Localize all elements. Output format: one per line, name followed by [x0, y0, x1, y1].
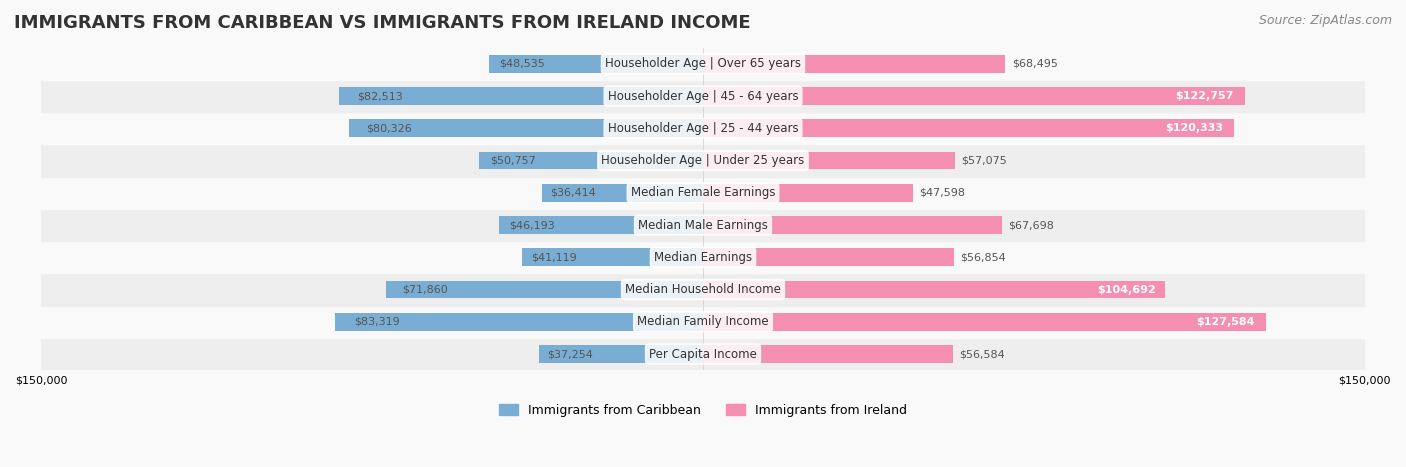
Text: $67,698: $67,698	[1008, 220, 1054, 230]
Bar	[703, 313, 1265, 331]
Text: Median Household Income: Median Household Income	[626, 283, 780, 296]
Text: $56,854: $56,854	[960, 252, 1007, 262]
Bar	[703, 248, 953, 266]
Text: $41,119: $41,119	[530, 252, 576, 262]
Bar	[41, 177, 1365, 209]
Bar	[339, 87, 703, 105]
Text: $48,535: $48,535	[499, 59, 546, 69]
Text: $68,495: $68,495	[1012, 59, 1057, 69]
Bar	[703, 152, 955, 170]
Text: $80,326: $80,326	[367, 123, 412, 133]
Text: $127,584: $127,584	[1197, 317, 1254, 327]
Bar	[703, 184, 912, 202]
Bar	[479, 152, 703, 170]
Bar	[703, 216, 1001, 234]
Text: $47,598: $47,598	[920, 188, 966, 198]
Text: $83,319: $83,319	[354, 317, 399, 327]
Text: $46,193: $46,193	[509, 220, 555, 230]
Bar	[703, 120, 1234, 137]
Bar	[41, 112, 1365, 144]
Text: Median Earnings: Median Earnings	[654, 251, 752, 264]
Text: Median Female Earnings: Median Female Earnings	[631, 186, 775, 199]
Bar	[336, 313, 703, 331]
Bar	[538, 345, 703, 363]
Legend: Immigrants from Caribbean, Immigrants from Ireland: Immigrants from Caribbean, Immigrants fr…	[495, 399, 911, 422]
Bar	[703, 87, 1244, 105]
Bar	[489, 55, 703, 73]
Text: Householder Age | Over 65 years: Householder Age | Over 65 years	[605, 57, 801, 71]
Text: $37,254: $37,254	[547, 349, 593, 359]
Bar	[349, 120, 703, 137]
Text: Householder Age | 45 - 64 years: Householder Age | 45 - 64 years	[607, 90, 799, 103]
Bar	[41, 306, 1365, 338]
Text: IMMIGRANTS FROM CARIBBEAN VS IMMIGRANTS FROM IRELAND INCOME: IMMIGRANTS FROM CARIBBEAN VS IMMIGRANTS …	[14, 14, 751, 32]
Text: $104,692: $104,692	[1097, 284, 1156, 295]
Bar	[499, 216, 703, 234]
Bar	[41, 209, 1365, 241]
Bar	[703, 281, 1164, 298]
Text: Householder Age | Under 25 years: Householder Age | Under 25 years	[602, 154, 804, 167]
Text: $122,757: $122,757	[1175, 91, 1233, 101]
Bar	[41, 274, 1365, 306]
Text: Per Capita Income: Per Capita Income	[650, 347, 756, 361]
Text: $50,757: $50,757	[491, 156, 536, 166]
Bar	[41, 48, 1365, 80]
Bar	[387, 281, 703, 298]
Text: $56,584: $56,584	[959, 349, 1005, 359]
Text: Median Family Income: Median Family Income	[637, 315, 769, 328]
Bar	[41, 241, 1365, 274]
Text: $57,075: $57,075	[962, 156, 1007, 166]
Bar	[41, 80, 1365, 112]
Text: $71,860: $71,860	[402, 284, 447, 295]
Text: $36,414: $36,414	[550, 188, 596, 198]
Bar	[703, 55, 1005, 73]
Bar	[41, 144, 1365, 177]
Text: Householder Age | 25 - 44 years: Householder Age | 25 - 44 years	[607, 122, 799, 135]
Bar	[41, 338, 1365, 370]
Bar	[543, 184, 703, 202]
Bar	[703, 345, 953, 363]
Text: $120,333: $120,333	[1166, 123, 1223, 133]
Bar	[522, 248, 703, 266]
Text: $82,513: $82,513	[357, 91, 404, 101]
Text: Source: ZipAtlas.com: Source: ZipAtlas.com	[1258, 14, 1392, 27]
Text: Median Male Earnings: Median Male Earnings	[638, 219, 768, 232]
